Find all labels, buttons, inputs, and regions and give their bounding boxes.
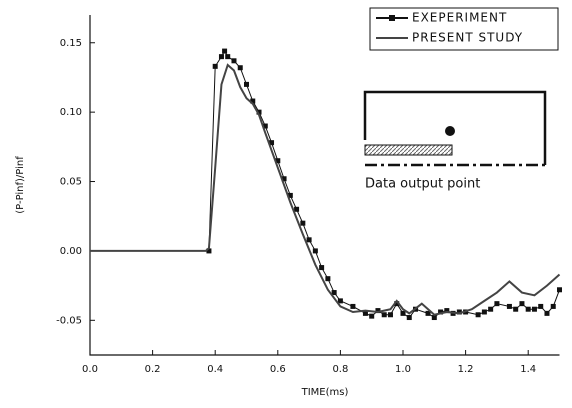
series-line	[90, 63, 561, 316]
data-point	[513, 306, 519, 312]
data-point	[331, 290, 337, 296]
data-point	[294, 206, 300, 212]
data-point	[456, 309, 462, 315]
legend-box	[369, 7, 559, 51]
data-point	[250, 98, 256, 104]
x-tick-label: 1.2	[458, 364, 474, 375]
x-axis-label: TIME(ms)	[301, 387, 349, 398]
x-tick-label: 1.4	[520, 364, 536, 375]
inset-plate	[364, 144, 453, 156]
data-point	[519, 301, 525, 307]
data-point	[444, 308, 450, 314]
inset-diagram: Data output point	[363, 90, 547, 192]
data-point	[557, 287, 562, 293]
x-tick-label: 0.0	[82, 364, 98, 375]
data-point	[319, 265, 325, 271]
data-point	[438, 309, 444, 315]
y-tick-label: 0.00	[60, 246, 82, 257]
data-point	[269, 140, 275, 146]
data-point	[481, 309, 487, 315]
data-point	[300, 220, 306, 226]
x-tick-label: 0.8	[332, 364, 348, 375]
data-point	[550, 303, 556, 309]
x-tick-label: 0.6	[270, 364, 286, 375]
data-point	[281, 176, 287, 182]
axes	[89, 15, 560, 356]
data-point	[431, 315, 437, 321]
data-point	[244, 81, 249, 87]
data-point	[387, 312, 393, 318]
data-point	[312, 248, 318, 254]
data-point	[256, 109, 262, 115]
data-point	[262, 123, 268, 129]
y-tick-label: 0.05	[60, 177, 82, 188]
data-point	[231, 58, 237, 64]
data-point	[525, 306, 531, 312]
x-tick-label: 1.0	[395, 364, 411, 375]
data-point	[400, 310, 406, 316]
data-point	[406, 315, 412, 321]
data-point	[425, 310, 431, 316]
y-tick-label: -0.05	[56, 315, 82, 326]
data-point	[369, 313, 375, 319]
data-point	[325, 276, 331, 282]
data-point	[350, 303, 356, 309]
data-point	[237, 65, 243, 71]
data-point	[225, 54, 231, 60]
data-point	[362, 310, 368, 316]
inset-box	[363, 90, 547, 165]
y-tick-label: 0.10	[60, 107, 82, 118]
data-point	[544, 310, 550, 316]
data-point	[475, 312, 481, 318]
data-point	[287, 192, 293, 198]
y-tick-label: 0.15	[60, 38, 82, 49]
data-point	[375, 308, 381, 314]
legend-label: EXEPERIMENT	[412, 11, 507, 25]
legend-label: PRESENT STUDY	[412, 31, 523, 45]
data-point	[222, 48, 228, 54]
data-point	[275, 158, 281, 164]
data-point	[394, 301, 400, 307]
y-axis-label: (P-Pinf)/Pinf	[15, 156, 26, 214]
data-point	[206, 248, 212, 254]
data-point	[306, 237, 312, 243]
data-point	[381, 312, 387, 318]
data-point	[531, 306, 537, 312]
x-tick-label: 0.2	[145, 364, 161, 375]
data-point	[494, 301, 500, 307]
data-point	[538, 303, 544, 309]
data-point	[212, 63, 218, 69]
legend-marker	[389, 15, 395, 21]
data-point	[218, 54, 224, 60]
data-point	[337, 298, 343, 304]
x-tick-label: 0.4	[207, 364, 223, 375]
output-point	[445, 126, 455, 136]
annotation: Data output point	[365, 177, 480, 192]
data-point	[506, 303, 512, 309]
data-point	[488, 306, 494, 312]
